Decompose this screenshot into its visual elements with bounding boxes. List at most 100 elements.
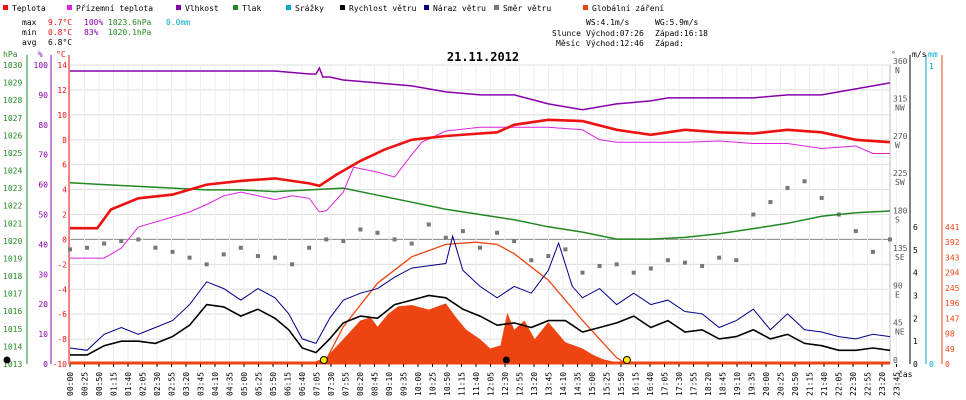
wind-direction-point	[853, 229, 858, 234]
x-tick: 05:00	[240, 372, 249, 396]
x-tick: 10:50	[443, 372, 452, 396]
hpa-tick: 1017	[3, 290, 22, 299]
series-solar-radiation	[70, 303, 890, 364]
min-temp: 0.8°C	[48, 28, 72, 37]
max-temp: 9.7°C	[48, 18, 72, 27]
hpa-tick: 1014	[3, 342, 22, 351]
dir-compass: W	[895, 141, 900, 150]
wind-direction-point	[631, 270, 636, 275]
wind-direction-point	[495, 230, 500, 235]
wind-direction-point	[512, 239, 517, 244]
legend-label: Náraz větru	[433, 4, 486, 13]
x-tick: 17:55	[690, 372, 699, 396]
hpa-tick: 1029	[3, 79, 22, 88]
sunset-info: Západ:16:18	[655, 29, 708, 38]
ms-tick: 0	[913, 360, 918, 369]
wind-direction-point	[683, 260, 687, 265]
x-tick: 05:50	[269, 372, 278, 396]
wind-direction-point	[563, 247, 568, 252]
wind-direction-point	[68, 247, 72, 252]
wind-direction-point	[529, 258, 534, 263]
x-tick: 18:20	[704, 372, 713, 396]
x-tick: 17:05	[661, 372, 670, 396]
dir-compass: SE	[895, 253, 905, 262]
x-tick: 19:10	[733, 372, 742, 396]
x-tick: 14:10	[559, 372, 568, 396]
ws-info: WS:4.1m/s	[586, 18, 630, 27]
legend-label: Vlhkost	[185, 4, 219, 13]
x-tick: 16:15	[632, 372, 641, 396]
ms-tick: 4	[913, 269, 918, 278]
avg-label: avg	[22, 38, 37, 47]
stats-info: max 9.7°C 100% 1023.6hPa 0.0mm min 0.8°C…	[22, 18, 708, 48]
hpa-tick: 1023	[3, 184, 22, 193]
x-tick: 10:00	[414, 372, 423, 396]
hpa-tick: 1022	[3, 202, 22, 211]
x-tick: 07:05	[313, 372, 322, 396]
wind-direction-point	[648, 266, 653, 271]
dir-unit: °	[891, 50, 896, 59]
mm-tick: 0	[929, 360, 934, 369]
hpa-tick: 1026	[3, 131, 22, 140]
pct-tick: 70	[38, 151, 48, 160]
wm2-tick: 294	[945, 269, 960, 278]
max-label: max	[22, 18, 37, 27]
wm2-tick: 343	[945, 253, 960, 262]
dir-compass: NE	[895, 328, 905, 337]
temp-unit: °C	[56, 50, 66, 59]
min-hum: 83%	[84, 28, 99, 37]
wind-direction-point	[238, 245, 243, 250]
pct-tick: 20	[38, 300, 48, 309]
wind-direction-point	[819, 195, 824, 200]
x-tick: 22:30	[849, 372, 858, 396]
wind-direction-point	[751, 212, 756, 217]
legend-swatch	[67, 5, 72, 10]
x-tick: 00:00	[66, 372, 75, 396]
wind-direction-point	[392, 237, 397, 242]
legend-swatch	[176, 5, 181, 10]
wind-direction-point	[717, 255, 722, 260]
legend-label: Teplota	[12, 4, 46, 13]
x-tick: 06:40	[298, 372, 307, 396]
series-pressure	[69, 182, 891, 240]
wind-direction-point	[870, 249, 875, 254]
sunrise-info: Východ:07:26	[586, 29, 644, 38]
legend-swatch	[340, 5, 345, 10]
pct-tick: 0	[43, 360, 48, 369]
temp-tick: -8	[57, 335, 67, 344]
wind-direction-point	[221, 252, 226, 257]
wm2-tick: 392	[945, 238, 960, 247]
legend: Teplota Přízemní teplota Vlhkost Tlak Srážky…	[3, 4, 664, 13]
hpa-tick: 1016	[3, 307, 22, 316]
x-tick: 21:15	[806, 372, 815, 396]
x-tick: 16:40	[646, 372, 655, 396]
x-tick: 13:45	[545, 372, 554, 396]
wind-direction-point	[580, 270, 585, 275]
wm2-tick: 196	[945, 299, 960, 308]
dir-compass: SW	[895, 178, 905, 187]
x-tick: 01:15	[110, 372, 119, 396]
moon-label: Měsíc	[556, 39, 580, 48]
temp-tick: 10	[57, 111, 67, 120]
wind-direction-point	[785, 185, 790, 190]
wind-direction-point	[324, 237, 329, 242]
x-tick: 11:15	[458, 372, 467, 396]
x-tick: 09:10	[385, 372, 394, 396]
dir-tick: 0	[893, 356, 898, 365]
series-wind-gust	[69, 234, 891, 351]
pct-tick: 40	[38, 240, 48, 249]
hpa-tick: 1025	[3, 149, 22, 158]
x-tick: 12:05	[487, 372, 496, 396]
wg-info: WG:5.9m/s	[655, 18, 699, 27]
wind-direction-point	[341, 239, 346, 244]
wind-direction-point	[307, 245, 312, 250]
x-tick: 08:20	[356, 372, 365, 396]
wm2-tick: 245	[945, 284, 960, 293]
hpa-tick: 1020	[3, 237, 22, 246]
x-tick: 07:55	[342, 372, 351, 396]
wind-direction-point	[290, 262, 295, 267]
avg-temp: 6.8°C	[48, 38, 72, 47]
x-tick: 20:00	[762, 372, 771, 396]
wind-direction-point	[119, 239, 124, 244]
legend-label: Rychlost větru	[349, 4, 417, 13]
